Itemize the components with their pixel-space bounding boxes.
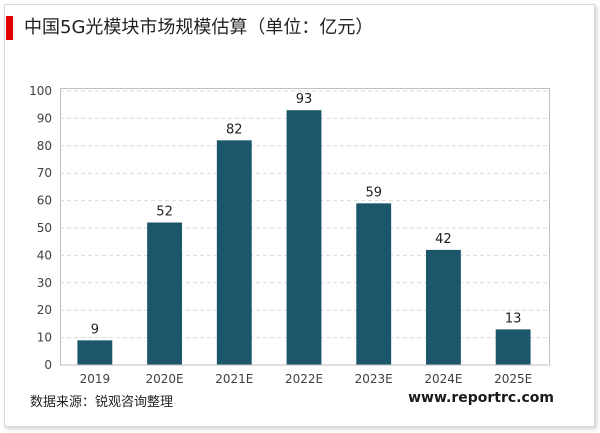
data-label-2025E: 13 [505, 311, 522, 326]
chart-title: 中国5G光模块市场规模估算（单位：亿元） [24, 17, 374, 38]
y-tick-label: 0 [44, 358, 52, 372]
bars [77, 110, 531, 366]
title-accent-bar [6, 16, 13, 40]
data-label-2022E: 93 [296, 92, 313, 107]
y-axis-ticks: 0 10 20 30 40 50 60 70 80 90 100 [29, 84, 52, 372]
x-axis-ticks: 2019 2020E 2021E 2022E 2023E 2024E 2025E [80, 372, 533, 386]
y-tick-label: 40 [37, 248, 52, 262]
data-label-2024E: 42 [435, 232, 452, 247]
x-tick-label: 2024E [424, 372, 462, 386]
y-tick-label: 30 [37, 276, 52, 290]
x-tick-label: 2021E [215, 372, 253, 386]
bar-2025E [495, 329, 531, 365]
y-tick-label: 10 [37, 331, 52, 345]
bar-2021E [216, 140, 252, 365]
bar-2019 [77, 340, 113, 365]
data-label-2021E: 82 [226, 122, 243, 137]
y-tick-label: 70 [37, 166, 52, 180]
bar-2022E [286, 110, 322, 366]
x-tick-label: 2025E [494, 372, 532, 386]
bar-2023E [356, 203, 392, 365]
gridlines [60, 90, 548, 339]
data-label-2019: 9 [91, 322, 99, 337]
y-tick-label: 80 [37, 139, 52, 153]
x-tick-label: 2019 [80, 372, 111, 386]
data-label-2020E: 52 [156, 205, 173, 220]
source-note: 数据来源：锐观咨询整理 [30, 395, 174, 410]
x-tick-label: 2020E [146, 372, 184, 386]
bar-2024E [426, 249, 461, 365]
x-tick-label: 2023E [355, 372, 393, 386]
y-tick-label: 90 [37, 111, 52, 125]
x-tick-label: 2022E [285, 372, 323, 386]
y-tick-label: 100 [29, 84, 52, 98]
y-tick-label: 60 [37, 194, 52, 208]
y-tick-label: 20 [37, 303, 52, 317]
y-tick-label: 50 [37, 221, 52, 235]
data-label-2023E: 59 [365, 185, 382, 200]
bar-2020E [147, 222, 182, 365]
website-watermark: www.reportrc.com [408, 390, 554, 406]
data-labels: 9 52 82 93 59 42 13 [91, 92, 522, 337]
